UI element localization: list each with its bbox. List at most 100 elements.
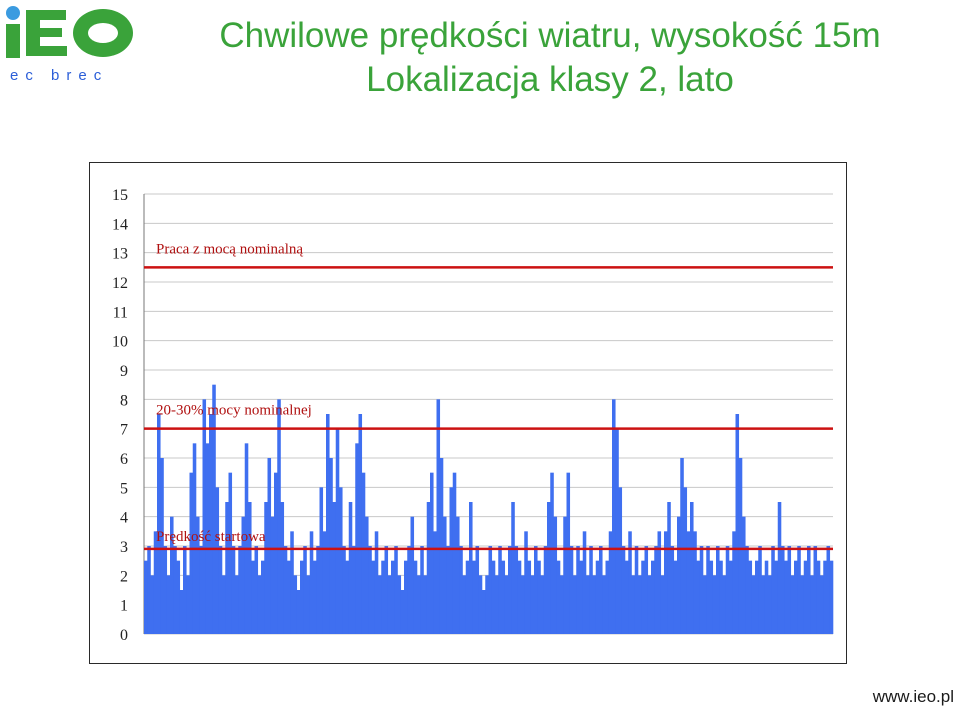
wind-speed-bar [553, 516, 558, 634]
wind-speed-bar [722, 575, 727, 634]
wind-speed-bar [433, 531, 437, 634]
wind-speed-bar [521, 575, 525, 634]
wind-speed-bar [462, 575, 467, 634]
wind-speed-bar [202, 399, 207, 634]
wind-speed-bar [436, 399, 441, 634]
wind-speed-bar [784, 560, 788, 634]
wind-speed-bar [524, 531, 528, 634]
y-tick-label: 9 [120, 363, 128, 380]
wind-speed-bar [384, 546, 389, 634]
wind-speed-bar [231, 546, 236, 634]
wind-speed-bar [589, 546, 593, 634]
wind-speed-bar [781, 546, 785, 634]
wind-speed-bar [586, 575, 590, 634]
wind-speed-bar [241, 516, 246, 634]
wind-speed-bar [599, 546, 603, 634]
wind-speed-bar [183, 546, 187, 634]
wind-speed-bar [813, 546, 818, 634]
wind-speed-bar [469, 502, 473, 634]
wind-speed-bar [293, 575, 298, 634]
wind-speed-bar [413, 560, 418, 634]
wind-speed-bar [651, 560, 655, 634]
wind-speed-bar [443, 516, 447, 634]
wind-speed-bar [277, 399, 281, 634]
y-tick-label: 14 [112, 216, 128, 233]
wind-speed-bar [712, 575, 717, 634]
wind-speed-bar [703, 575, 707, 634]
wind-speed-bar [205, 443, 210, 634]
wind-speed-bar [199, 546, 203, 634]
wind-speed-bar [576, 546, 580, 634]
wind-speed-bar [449, 487, 454, 634]
wind-speed-bar [160, 458, 164, 634]
y-tick-label: 5 [120, 480, 128, 497]
wind-speed-bar [179, 590, 184, 634]
wind-speed-bar [657, 531, 662, 634]
wind-speed-bar [342, 546, 346, 634]
wind-speed-bar [569, 546, 574, 634]
wind-speed-bar [768, 575, 772, 634]
y-tick-label: 11 [113, 304, 128, 321]
wind-speed-bar [605, 560, 610, 634]
wind-speed-bar [378, 575, 382, 634]
wind-speed-bar [777, 502, 782, 634]
wind-speed-bar [153, 531, 158, 634]
page-title-line1: Chwilowe prędkości wiatru, wysokość 15m [219, 16, 881, 55]
wind-speed-bar [475, 546, 480, 634]
wind-speed-bar [686, 531, 691, 634]
wind-speed-bar [634, 546, 639, 634]
wind-speed-bar [225, 502, 229, 634]
wind-speed-bar [459, 546, 463, 634]
wind-speed-bar [800, 575, 805, 634]
wind-speed-bar [400, 590, 405, 634]
wind-speed-bar [592, 575, 597, 634]
wind-speed-bar [361, 472, 366, 634]
y-tick-label: 10 [112, 334, 128, 351]
wind-speed-bar [540, 575, 545, 634]
wind-speed-bar [716, 546, 720, 634]
wind-speed-bar [319, 487, 324, 634]
wind-speed-bar [579, 560, 584, 634]
ieo-logo-graphic: ec brec [6, 6, 133, 84]
wind-speed-bar [251, 560, 255, 634]
wind-speed-bar [803, 560, 808, 634]
wind-speed-bar [274, 472, 278, 634]
wind-speed-bar [166, 575, 171, 634]
y-tick-label: 12 [112, 275, 128, 292]
wind-speed-bar [699, 546, 704, 634]
wind-speed-bar [550, 472, 554, 634]
wind-speed-bar [829, 560, 834, 634]
wind-speed-bar [693, 531, 697, 634]
wind-speed-bar [547, 502, 551, 634]
wind-speed-bar [374, 531, 379, 634]
wind-speed-bar [257, 575, 262, 634]
wind-speed-bar [625, 560, 629, 634]
wind-speed-bar [446, 546, 450, 634]
footer-url[interactable]: www.ieo.pl [872, 687, 954, 706]
wind-speed-bar [339, 487, 343, 634]
wind-speed-bar [482, 590, 486, 634]
wind-speed-bar [397, 575, 402, 634]
wind-speed-bar [560, 575, 564, 634]
wind-speed-bar [823, 560, 827, 634]
wind-speed-bar [530, 575, 535, 634]
wind-speed-bar [355, 443, 359, 634]
wind-speed-bar [170, 516, 174, 634]
logo-subtext: ec brec [10, 67, 108, 84]
wind-speed-bar [309, 531, 314, 634]
wind-speed-bar [404, 560, 408, 634]
wind-speed-bar [683, 487, 688, 634]
wind-speed-bar [300, 560, 304, 634]
wind-speed-bar [537, 560, 541, 634]
wind-speed-bar [566, 472, 571, 634]
wind-speed-bar [439, 458, 444, 634]
wind-speed-bar [348, 502, 353, 634]
y-tick-label: 6 [120, 451, 128, 468]
wind-speed-bar [157, 414, 161, 634]
wind-speed-bar [673, 560, 678, 634]
wind-speed-bar [826, 546, 831, 634]
wind-speed-bar [774, 560, 779, 634]
wind-speed-bar [322, 531, 327, 634]
wind-speed-bar [677, 516, 681, 634]
wind-speed-bar [612, 399, 616, 634]
